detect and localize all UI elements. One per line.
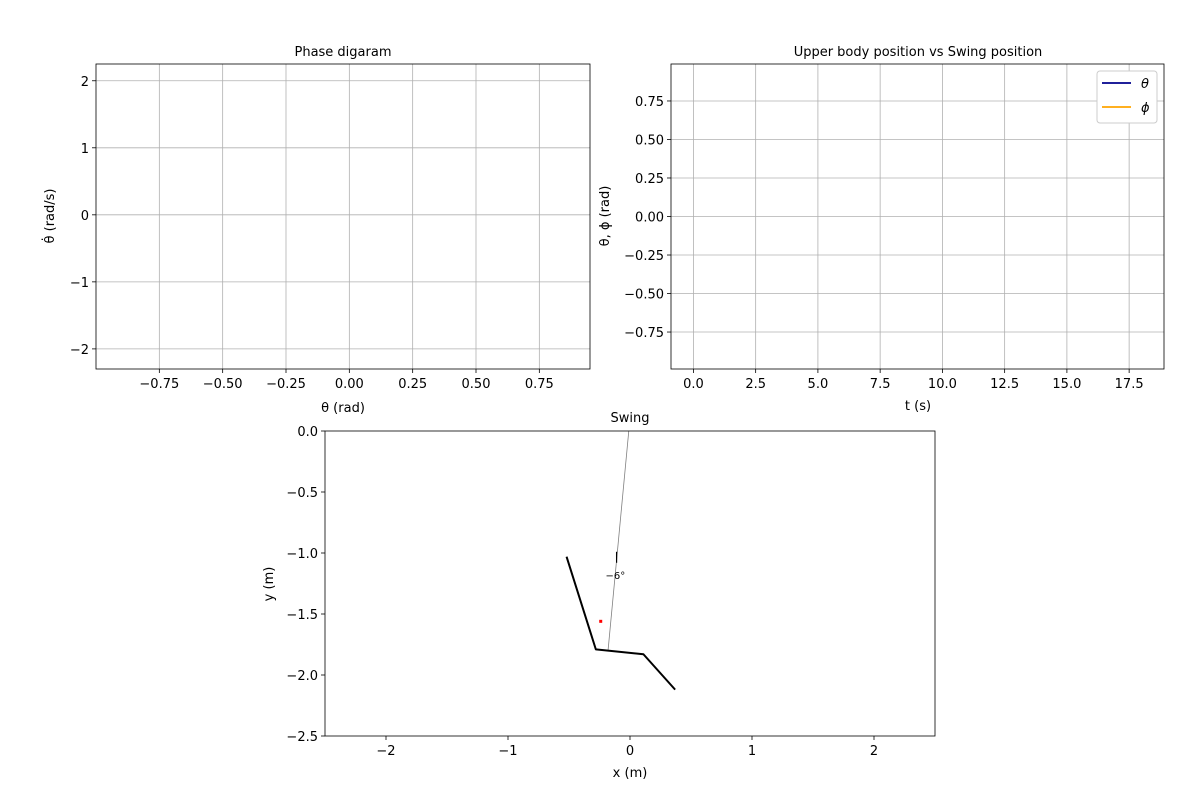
position-time-ytick-label: 0.50 — [635, 133, 664, 148]
phase-diagram-ticks: −0.75 −0.50 −0.25 0.00 0.25 0.50 0.75 −2 −1 0 1 2 — [70, 75, 554, 392]
position-time-ytick-label: 0.75 — [635, 95, 664, 110]
legend: θ ϕ — [1096, 70, 1158, 124]
phase-diagram-title: Phase digaram — [294, 45, 391, 60]
position-time-ytick-label: −0.75 — [624, 326, 664, 341]
swing-xtick-label: −2 — [376, 744, 395, 759]
swing-xlabel: x (m) — [613, 766, 648, 781]
position-time-xtick-label: 15.0 — [1052, 377, 1081, 392]
position-time-xlabel: t (s) — [905, 399, 931, 414]
swing-frame — [324, 430, 936, 737]
swing-marks: −6° — [565, 430, 676, 691]
phase-diagram-frame — [95, 63, 591, 370]
phase-diagram-xtick-label: −0.25 — [266, 377, 306, 392]
position-time-ticks: 0.0 2.5 5.0 7.5 10.0 12.5 15.0 17.5 −0.75 −0.50 −0… — [624, 95, 1143, 392]
phase-diagram-ytick-label: 2 — [81, 75, 89, 90]
position-time-xtick-label: 12.5 — [990, 377, 1019, 392]
position-time-xtick-label: 5.0 — [808, 377, 829, 392]
position-time-ytick-label: −0.25 — [624, 249, 664, 264]
phase-diagram-ylabel: θ̇ (rad/s) — [42, 189, 58, 244]
phase-diagram-ytick-label: −1 — [70, 276, 89, 291]
position-time-frame — [670, 63, 1165, 370]
phase-diagram-grid — [96, 64, 590, 369]
position-time-xtick-label: 10.0 — [928, 377, 957, 392]
phase-diagram-xtick-label: 0.50 — [462, 377, 491, 392]
position-time-xtick-label: 2.5 — [745, 377, 766, 392]
phase-diagram-ytick-label: −2 — [70, 343, 89, 358]
swing-ytick-label: −2.5 — [286, 730, 318, 745]
phase-diagram-plot: Phase digaram −0.75 −0.50 −0.25 0.00 0.25 0.5… — [42, 45, 591, 416]
swing-ytick-label: −1.5 — [286, 608, 318, 623]
position-time-grid — [671, 64, 1164, 369]
phase-diagram-xtick-label: −0.75 — [139, 377, 179, 392]
legend-label-theta: θ — [1141, 77, 1149, 92]
swing-plot: Swing −2 −1 0 1 2 −2.5 −2.0 −1.5 −1.0 −0.5 0.0 −6°… — [262, 411, 936, 781]
position-time-ylabel: θ, ϕ (rad) — [598, 186, 613, 247]
swing-ytick-label: −2.0 — [286, 669, 318, 684]
position-time-title: Upper body position vs Swing position — [794, 45, 1043, 60]
swing-body — [565, 556, 676, 691]
phase-diagram-ytick-label: 0 — [81, 209, 89, 224]
position-time-xtick-label: 17.5 — [1115, 377, 1144, 392]
swing-ytick-label: 0.0 — [297, 425, 318, 440]
legend-label-phi: ϕ — [1141, 101, 1150, 116]
phase-diagram-xtick-label: 0.75 — [525, 377, 554, 392]
position-time-xtick-label: 0.0 — [683, 377, 704, 392]
swing-xtick-label: 2 — [870, 744, 878, 759]
swing-ytick-label: −0.5 — [286, 486, 318, 501]
position-time-ytick-label: 0.25 — [635, 172, 664, 187]
position-time-ytick-label: 0.00 — [635, 211, 664, 226]
position-time-plot: Upper body position vs Swing position 0.… — [598, 45, 1165, 414]
position-time-ytick-label: −0.50 — [624, 288, 664, 303]
swing-ticks: −2 −1 0 1 2 −2.5 −2.0 −1.5 −1.0 −0.5 0.0 — [286, 425, 878, 759]
phase-diagram-ytick-label: 1 — [81, 142, 89, 157]
swing-rope — [607, 430, 630, 651]
swing-ylabel: y (m) — [262, 567, 277, 602]
swing-center-of-mass — [599, 619, 603, 623]
position-time-xtick-label: 7.5 — [870, 377, 891, 392]
swing-title: Swing — [611, 411, 650, 426]
phase-diagram-xtick-label: 0.00 — [335, 377, 364, 392]
swing-xtick-label: 0 — [626, 744, 634, 759]
swing-xtick-label: 1 — [748, 744, 756, 759]
swing-ytick-label: −1.0 — [286, 547, 318, 562]
legend-box — [1096, 70, 1158, 124]
phase-diagram-xtick-label: −0.50 — [203, 377, 243, 392]
phase-diagram-xlabel: θ (rad) — [321, 401, 365, 416]
swing-xtick-label: −1 — [498, 744, 517, 759]
phase-diagram-xtick-label: 0.25 — [398, 377, 427, 392]
swing-angle-annotation: −6° — [605, 571, 625, 582]
